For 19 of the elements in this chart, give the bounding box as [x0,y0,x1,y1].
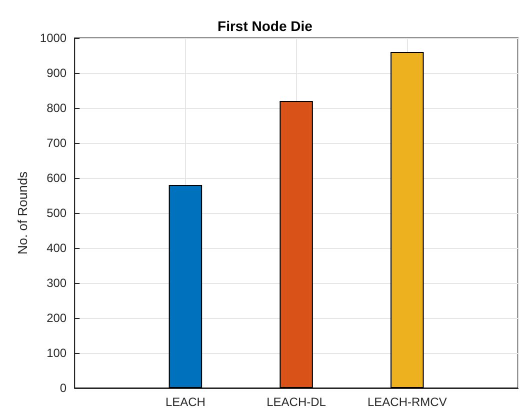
y-tick-label: 400 [46,241,67,255]
y-tick-label: 100 [46,346,67,360]
y-tick-label: 1000 [40,31,67,45]
y-tick-label: 600 [46,171,67,185]
y-tick-label: 900 [46,66,67,80]
y-tick-label: 500 [46,206,67,220]
y-tick-label: 0 [60,381,67,395]
bar [280,101,313,388]
bar [168,185,202,388]
y-tick-label: 200 [46,311,67,325]
y-axis-title: No. of Rounds [15,170,30,255]
y-tick-label: 700 [46,136,67,150]
y-tick-label: 800 [46,101,67,115]
chart-title: First Node Die [218,18,313,34]
bar [390,52,424,388]
y-tick-label: 300 [46,276,67,290]
x-tick-label: LEACH-DL [266,395,326,409]
x-tick-label: LEACH [165,395,206,409]
x-tick-label: LEACH-RMCV [367,395,447,409]
